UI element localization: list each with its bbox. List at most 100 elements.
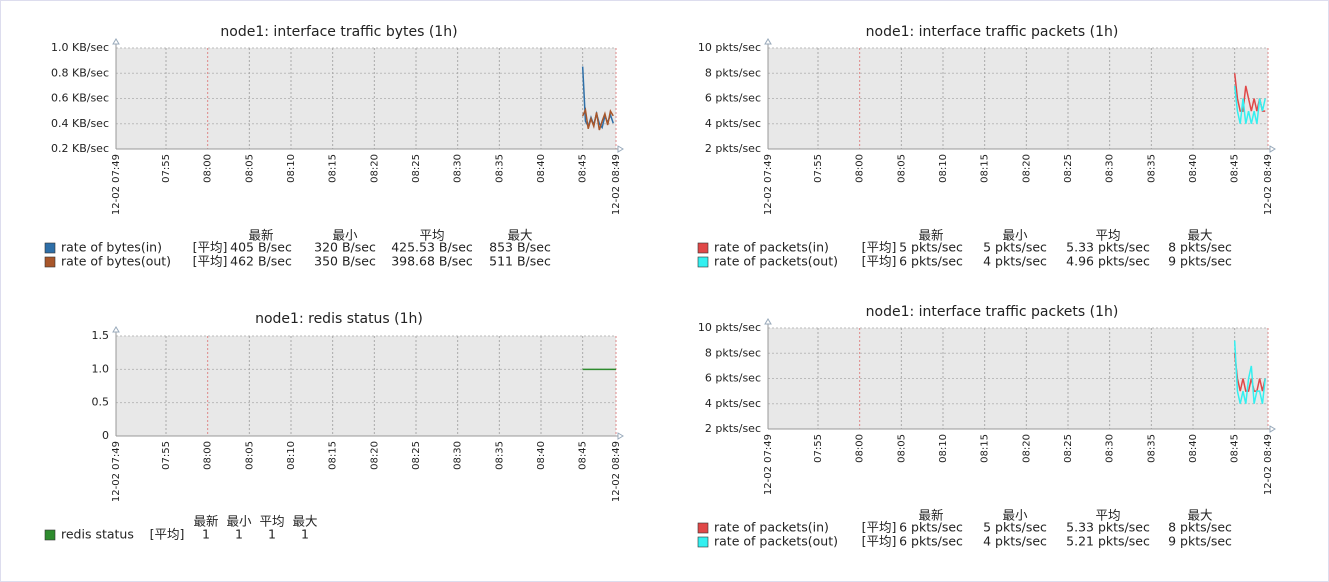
legend-header: 最小 (226, 514, 252, 529)
x-tick-label: 08:40 (536, 154, 547, 183)
legend-stat: 5.33 pkts/sec (1066, 520, 1150, 535)
x-tick-label: 08:00 (203, 154, 214, 183)
x-tick-label: 12-02 08:49 (611, 441, 622, 502)
x-tick-label: 08:20 (1021, 434, 1032, 463)
legend-header: 平均 (1095, 228, 1120, 243)
axis-arrow (1269, 145, 1276, 153)
x-tick-label: 08:15 (980, 434, 991, 463)
graph-title: node1: interface traffic packets (1h) (866, 304, 1119, 320)
legend-name: rate of bytes(in) (61, 240, 162, 255)
graph: node1: interface traffic packets (1h) 2 p… (697, 304, 1276, 549)
x-tick-label: 08:40 (536, 441, 547, 470)
legend-stat: 425.53 B/sec (391, 240, 473, 255)
x-tick-label: 08:00 (855, 154, 866, 183)
legend-stat: 4.96 pkts/sec (1066, 254, 1150, 269)
x-tick-label: 08:30 (1105, 434, 1116, 463)
x-tick-label: 08:20 (1021, 154, 1032, 183)
legend-swatch (697, 536, 709, 548)
legend-header: 最新 (248, 228, 273, 243)
legend-stat: 511 B/sec (489, 254, 551, 269)
x-tick-label: 07:55 (161, 154, 172, 183)
x-tick-label: 08:30 (453, 441, 464, 470)
series-line (1233, 85, 1266, 124)
graph-title: node1: redis status (1h) (255, 311, 423, 327)
legend-stat: 6 pkts/sec (899, 534, 963, 549)
x-tick-label: 08:15 (980, 154, 991, 183)
x-tick-label: 08:45 (578, 441, 589, 470)
graph: node1: redis status (1h) 0 0.5 1.0 1.5 12-02 … (44, 311, 624, 542)
x-tick-label: 08:25 (1063, 434, 1074, 463)
x-tick-label: 08:10 (286, 441, 297, 470)
x-tick-label: 12-02 08:49 (611, 154, 622, 215)
legend-header: 最大 (1187, 228, 1212, 243)
legend-stat: 6 pkts/sec (899, 254, 963, 269)
y-tick-label: 0 (102, 429, 109, 442)
x-tick-label: 08:15 (328, 441, 339, 470)
legend-stat: 462 B/sec (230, 254, 292, 269)
x-tick-label: 08:15 (328, 154, 339, 183)
x-tick-label: 07:55 (813, 154, 824, 183)
y-tick-label: 1.0 (92, 362, 110, 375)
legend-header: 最新 (193, 514, 218, 529)
legend-name: rate of packets(in) (714, 520, 829, 535)
y-tick-label: 6 pkts/sec (705, 92, 761, 105)
x-tick-label: 08:35 (1146, 434, 1157, 463)
legend-swatch (44, 256, 56, 268)
legend-header: 最大 (507, 228, 532, 243)
legend-stat: 5.21 pkts/sec (1066, 534, 1150, 549)
legend-func: [平均] (862, 254, 897, 269)
x-tick-label: 08:00 (855, 434, 866, 463)
legend-name: redis status (61, 527, 134, 542)
series-line (1233, 340, 1266, 404)
x-tick-label: 08:20 (369, 441, 380, 470)
graph: node1: interface traffic bytes (1h) 0.2 K… (44, 24, 624, 269)
legend-swatch (697, 522, 709, 534)
legend-stat: 5 pkts/sec (983, 520, 1047, 535)
legend-stat: 9 pkts/sec (1168, 254, 1232, 269)
legend-stat: 1 (202, 527, 210, 542)
x-tick-label: 12-02 07:49 (111, 441, 122, 502)
x-tick-label: 08:35 (1146, 154, 1157, 183)
y-tick-label: 1.0 KB/sec (51, 41, 109, 54)
legend-stat: 1 (301, 527, 309, 542)
legend-stat: 1 (268, 527, 276, 542)
x-tick-label: 08:05 (244, 441, 255, 470)
y-tick-label: 0.2 KB/sec (51, 142, 109, 155)
y-tick-label: 2 pkts/sec (705, 142, 761, 155)
y-tick-label: 1.5 (92, 329, 110, 342)
x-tick-label: 08:05 (244, 154, 255, 183)
axis-arrow (764, 318, 772, 325)
y-tick-label: 10 pkts/sec (698, 41, 761, 54)
legend-func: [平均] (862, 534, 897, 549)
legend-header: 最小 (332, 228, 358, 243)
y-tick-label: 0.6 KB/sec (51, 92, 109, 105)
legend-func: [平均] (193, 254, 228, 269)
legend-name: rate of bytes(out) (61, 254, 171, 269)
x-tick-label: 08:00 (203, 441, 214, 470)
x-tick-label: 12-02 07:49 (111, 154, 122, 215)
legend-stat: 4 pkts/sec (983, 254, 1047, 269)
legend-stat: 398.68 B/sec (391, 254, 473, 269)
graph-title: node1: interface traffic packets (1h) (866, 24, 1119, 40)
graph: node1: interface traffic packets (1h) 2 p… (697, 24, 1276, 269)
legend-stat: 5 pkts/sec (983, 240, 1047, 255)
legend-header: 最新 (918, 508, 943, 523)
y-tick-label: 6 pkts/sec (705, 372, 761, 385)
legend-stat: 320 B/sec (314, 240, 376, 255)
x-tick-label: 08:10 (938, 154, 949, 183)
legend-header: 平均 (419, 228, 444, 243)
series-line (581, 107, 614, 131)
legend-header: 最大 (1187, 508, 1212, 523)
legend-func: [平均] (193, 240, 228, 255)
x-tick-label: 07:55 (813, 434, 824, 463)
y-tick-label: 10 pkts/sec (698, 321, 761, 334)
x-tick-label: 08:10 (938, 434, 949, 463)
x-tick-label: 08:25 (1063, 154, 1074, 183)
plot-area (116, 336, 616, 436)
y-tick-label: 0.5 (92, 396, 110, 409)
legend-name: rate of packets(out) (714, 534, 838, 549)
y-tick-label: 2 pkts/sec (705, 422, 761, 435)
legend-func: [平均] (150, 527, 185, 542)
legend-header: 最新 (918, 228, 943, 243)
x-tick-label: 08:35 (494, 441, 505, 470)
